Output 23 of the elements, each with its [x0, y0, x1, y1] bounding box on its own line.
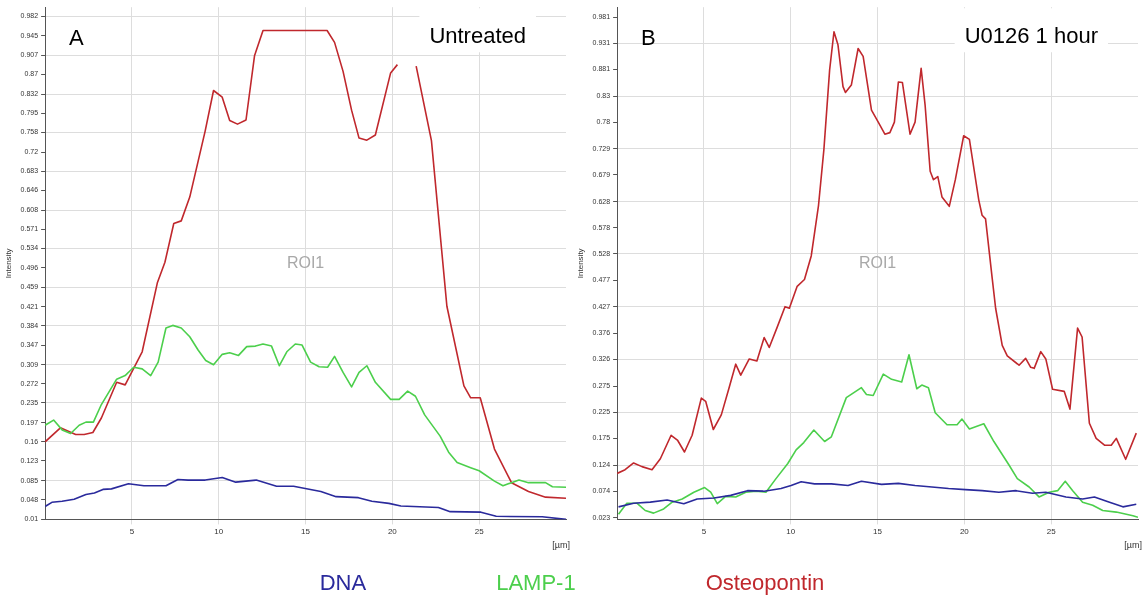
x-tick-label: 15: [301, 527, 311, 537]
x-tick-label: 10: [214, 527, 224, 537]
x-tick-label: 25: [474, 527, 485, 537]
text: DNA: [319, 570, 367, 596]
y-axis-title: Intensity: [4, 248, 13, 279]
text: LAMP-1: [496, 570, 576, 596]
x-tick-label: 25: [1046, 527, 1057, 537]
x-tick-label: 5: [129, 527, 135, 537]
annotation: ROI1: [858, 253, 897, 271]
annotation: B: [641, 25, 656, 51]
x-axis-title: [µm]: [1124, 539, 1142, 550]
text: Osteopontin: [705, 570, 825, 596]
x-tick-label: 20: [387, 527, 398, 537]
x-tick-label: 5: [701, 527, 707, 537]
x-tick-label: 20: [959, 527, 970, 537]
annotation: A: [69, 25, 85, 51]
annotation: ROI1: [286, 253, 325, 271]
x-tick-label: 15: [873, 527, 883, 537]
text: Untreated: [429, 23, 527, 49]
text: U0126 1 hour: [964, 23, 1099, 49]
x-tick-label: 10: [786, 527, 796, 537]
y-axis-title: Intensity: [576, 248, 585, 279]
x-axis-title: [µm]: [552, 539, 570, 550]
